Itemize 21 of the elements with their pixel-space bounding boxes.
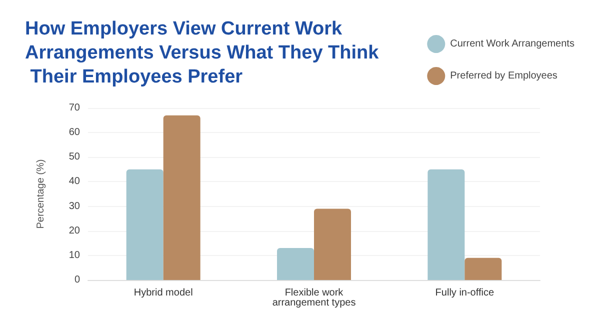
x-tick-label: Fully in-office	[435, 288, 494, 298]
bar	[314, 208, 351, 280]
y-tick-label: 10	[68, 250, 80, 261]
y-tick-label: 60	[68, 127, 80, 138]
y-tick-label: 30	[68, 200, 80, 212]
y-tick-label: 70	[68, 102, 80, 114]
bar	[428, 169, 465, 280]
bar	[464, 258, 502, 280]
y-axis-title: Percentage (%)	[36, 159, 46, 229]
x-tick-label: Flexible work arrangement types	[272, 288, 356, 308]
chart-title: How Employers View Current Work Arrangements Versus What They Think Their Employees Prefer	[25, 18, 380, 88]
bar	[277, 248, 314, 280]
bar	[126, 169, 164, 280]
y-tick-label: 50	[68, 152, 80, 163]
y-tick-label: 0	[74, 274, 80, 286]
y-tick-label: 40	[68, 176, 80, 188]
x-tick-label: Hybrid model	[134, 288, 193, 298]
legend-label: Current Work Arrangements	[450, 38, 574, 50]
bar	[163, 115, 200, 280]
y-tick-label: 20	[68, 225, 80, 236]
legend-label: Preferred by Employees	[450, 70, 558, 82]
